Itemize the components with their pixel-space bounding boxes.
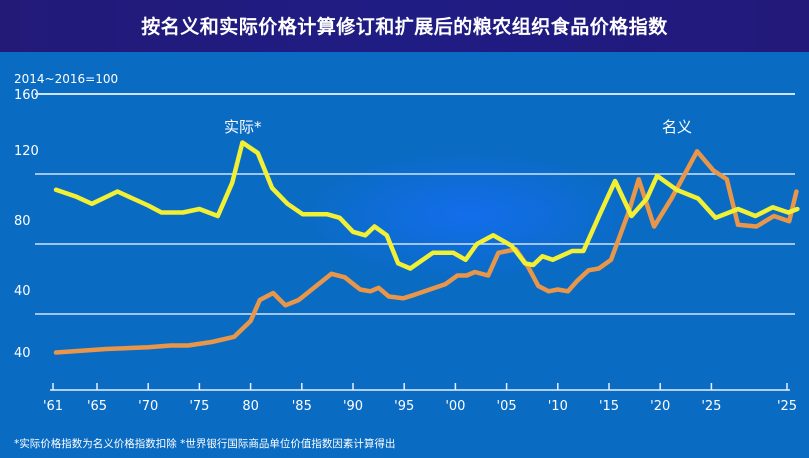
x-tick-label: '75 — [189, 399, 210, 414]
series-label-nominal: 名义 — [662, 118, 693, 136]
series-line-nominal — [53, 149, 799, 355]
y-tick-label: 40 — [14, 346, 31, 361]
x-tick-label: '90 — [342, 399, 364, 414]
chart-title: 按名义和实际价格计算修订和扩展后的粮农组织食品价格指数 — [141, 16, 668, 38]
y-axis-unit-label: 2014~2016=100 — [14, 72, 119, 86]
x-tick-label: '20 — [650, 399, 671, 414]
footnote: *实际价格指数为名义价格指数扣除 *世界银行国际商品单位价值指数因素计算得出 — [14, 438, 396, 450]
x-tick-label: '70 — [138, 399, 159, 414]
title-bar — [0, 0, 809, 52]
x-tick-label: '05 — [496, 399, 517, 414]
x-tick-label: 80 — [242, 399, 259, 414]
series-label-real: 实际* — [224, 118, 262, 136]
y-tick-label: 120 — [14, 144, 39, 159]
y-tick-label: 80 — [14, 214, 31, 229]
series-line-real — [53, 140, 800, 271]
x-tick-label: '15 — [598, 399, 620, 414]
x-tick-label: '25 — [776, 399, 798, 414]
x-tick-label: '00 — [445, 399, 466, 414]
x-tick-label: '65 — [86, 399, 108, 414]
x-tick-label: '85 — [291, 399, 312, 414]
x-tick-label: '95 — [394, 399, 415, 414]
x-tick-label: '61 — [42, 399, 64, 414]
y-tick-label: 160 — [14, 88, 39, 103]
y-tick-label: 40 — [14, 284, 31, 299]
x-tick-label: '10 — [547, 399, 568, 414]
background-glow — [300, 150, 640, 280]
x-tick-label: '25 — [701, 399, 722, 414]
